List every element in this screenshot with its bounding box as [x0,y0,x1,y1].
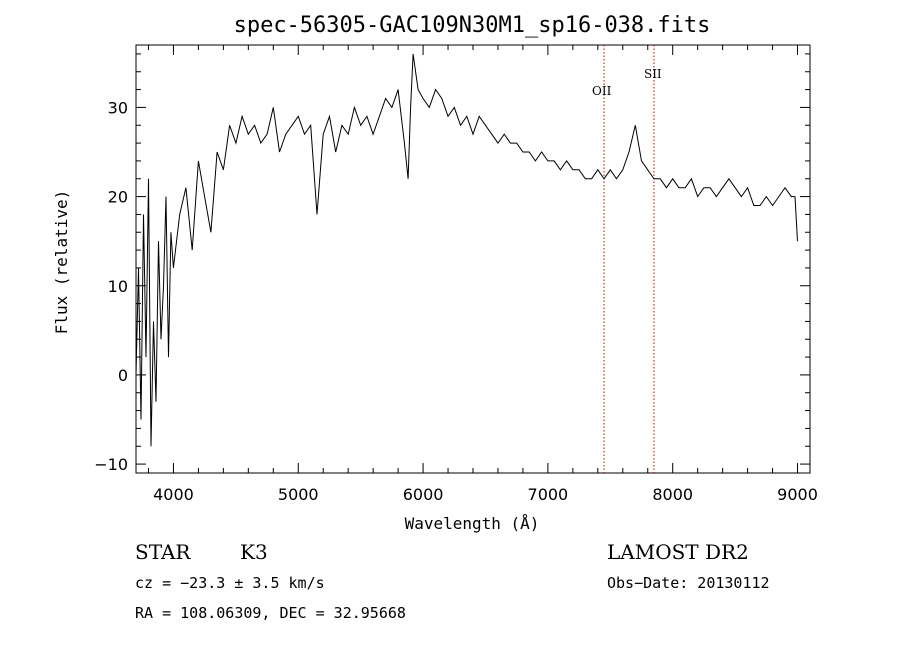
object-subclass: K3 [240,540,268,564]
x-tick-label: 5000 [278,485,319,504]
redshift-velocity: cz = −23.3 ± 3.5 km/s [135,574,325,592]
spectrum-series-line [135,53,798,447]
plot-area: 4000 5000 6000 7000 8000 9000 −10 0 10 20 30 OII SII [94,44,818,504]
observation-date: Obs−Date: 20130112 [607,574,770,592]
x-tick-label: 4000 [153,485,194,504]
emission-line-label-oii: OII [592,84,612,98]
y-tick-label: 30 [108,98,128,117]
y-axis-label: Flux (relative) [52,190,71,335]
emission-line-label-sii: SII [644,67,662,81]
object-type: STAR [135,540,191,564]
x-tick-label: 7000 [528,485,569,504]
chart-title: spec-56305-GAC109N30M1_sp16-038.fits [234,13,711,38]
data-release: LAMOST DR2 [607,540,749,564]
y-tick-label: 10 [108,277,128,296]
ra-dec-coordinates: RA = 108.06309, DEC = 32.95668 [135,604,406,622]
x-axis-label: Wavelength (Å) [405,514,540,533]
y-tick-label: −10 [94,455,128,474]
x-tick-label: 8000 [652,485,693,504]
y-tick-label: 0 [118,366,128,385]
x-tick-label: 6000 [403,485,444,504]
y-tick-label: 20 [108,188,128,207]
plot-frame [135,44,811,474]
x-tick-label: 9000 [777,485,818,504]
